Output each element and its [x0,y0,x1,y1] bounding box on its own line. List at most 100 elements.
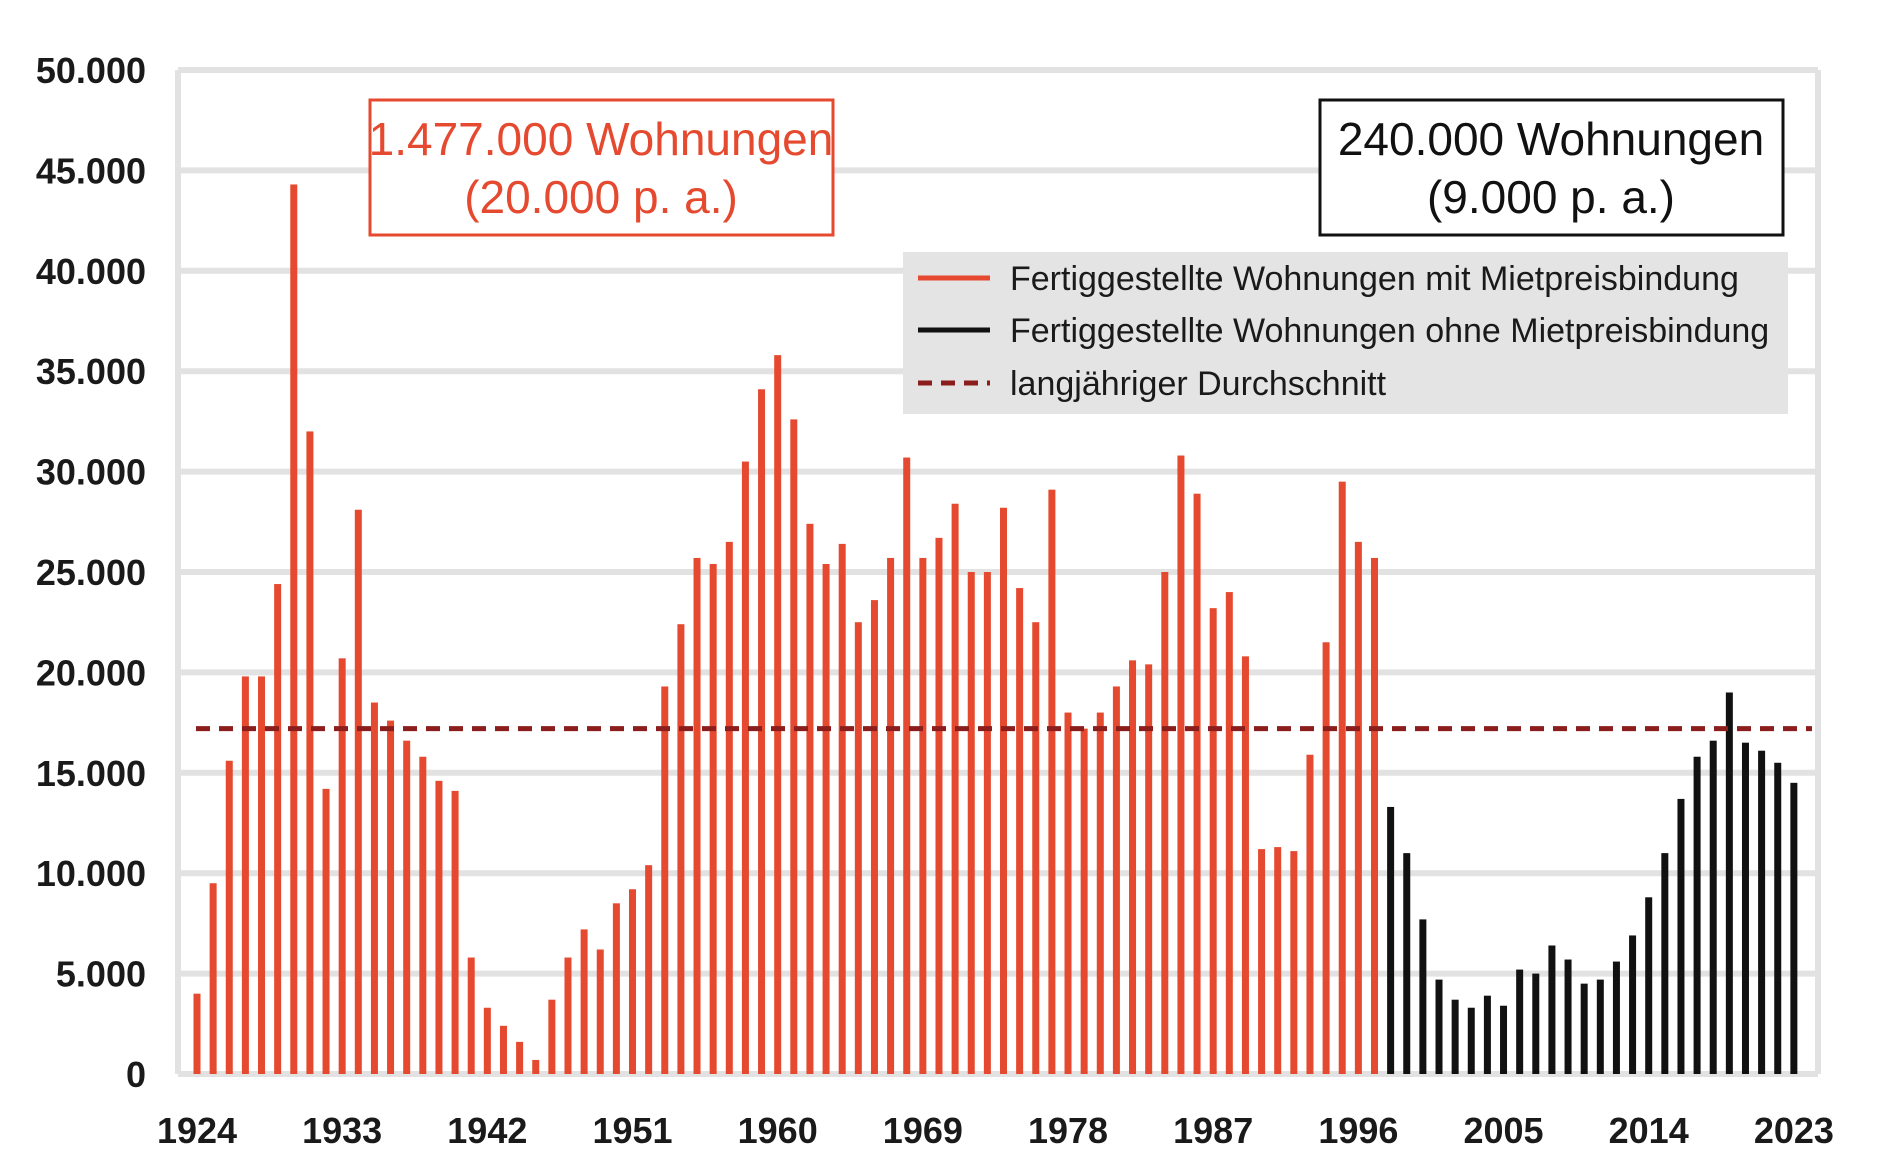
y-tick-label: 5.000 [56,954,146,995]
bar-with-price-control [564,957,572,1074]
y-tick-label: 20.000 [36,652,146,693]
bar-with-price-control [951,503,959,1075]
bar-with-price-control [1290,851,1298,1074]
bar-without-price-control [1645,897,1653,1074]
bar-with-price-control [532,1059,540,1074]
x-tick-label: 2014 [1609,1110,1689,1151]
bar-without-price-control [1548,945,1556,1074]
bar-with-price-control [483,1007,491,1074]
bar-with-price-control [1096,712,1104,1074]
bar-with-price-control [322,788,330,1074]
bar-with-price-control [1064,712,1072,1074]
y-tick-label: 15.000 [36,753,146,794]
bar-with-price-control [274,584,282,1074]
legend-label-with-price-control: Fertiggestellte Wohnungen mit Mietpreisb… [1010,260,1739,298]
bar-with-price-control [1177,455,1185,1074]
bar-with-price-control [290,184,298,1074]
bar-with-price-control [1258,849,1266,1074]
bar-with-price-control [403,740,411,1074]
bar-without-price-control [1774,762,1782,1074]
annotation-red-line1: 1.477.000 Wohnungen [369,113,834,165]
annotation-black-line1: 240.000 Wohnungen [1338,113,1764,165]
bar-with-price-control [548,999,556,1074]
bar-without-price-control [1596,979,1604,1074]
bar-with-price-control [870,600,878,1074]
bar-with-price-control [596,949,604,1074]
bar-with-price-control [306,431,314,1074]
bar-with-price-control [725,541,733,1074]
legend-label-average: langjähriger Durchschnitt [1010,365,1387,403]
y-tick-label: 45.000 [36,150,146,191]
bar-with-price-control [354,509,362,1074]
x-tick-label: 1942 [447,1110,527,1151]
bar-without-price-control [1580,983,1588,1074]
bars [193,184,1798,1075]
bar-with-price-control [1032,622,1040,1074]
y-axis-ticks: 0 5.000 10.000 15.000 20.000 25.000 30.000 35.0… [36,50,146,1095]
bar-without-price-control [1758,750,1766,1074]
y-tick-label: 35.000 [36,351,146,392]
bar-without-price-control [1564,959,1572,1074]
bar-with-price-control [419,756,427,1074]
bar-with-price-control [1016,588,1024,1074]
x-tick-label: 1996 [1318,1110,1398,1151]
bar-without-price-control [1419,919,1427,1074]
y-tick-label: 10.000 [36,853,146,894]
x-tick-label: 2023 [1754,1110,1834,1151]
bar-without-price-control [1693,756,1701,1074]
x-tick-label: 1933 [302,1110,382,1151]
annotation-red-line2: (20.000 p. a.) [464,171,738,223]
bar-without-price-control [1435,979,1443,1074]
bar-with-price-control [838,543,846,1074]
annotation-box-red-frame [368,98,835,237]
bar-without-price-control [1661,853,1669,1074]
bar-with-price-control [1225,592,1233,1074]
bar-with-price-control [758,389,766,1074]
bar-with-price-control [1048,489,1056,1074]
legend-label-without-price-control: Fertiggestellte Wohnungen ohne Mietpreis… [1010,312,1769,350]
bar-without-price-control [1532,973,1540,1074]
bar-with-price-control [983,572,991,1074]
bar-with-price-control [790,419,798,1074]
bar-without-price-control [1387,806,1395,1074]
bar-with-price-control [1322,642,1330,1074]
bar-with-price-control [370,702,378,1074]
x-tick-label: 1960 [738,1110,818,1151]
legend-background [903,252,1788,414]
bar-without-price-control [1677,798,1685,1074]
bar-with-price-control [1338,481,1346,1074]
bar-with-price-control [709,563,717,1074]
annotation-box-without-price-control: 240.000 Wohnungen (9.000 p. a.) [1318,98,1785,237]
x-tick-label: 1969 [883,1110,963,1151]
bar-without-price-control [1612,961,1620,1074]
bar-without-price-control [1403,853,1411,1074]
x-tick-label: 2005 [1463,1110,1543,1151]
bar-with-price-control [1209,608,1217,1074]
plot-frame [175,70,1821,1074]
y-tick-label: 30.000 [36,452,146,493]
bar-with-price-control [1080,728,1088,1074]
bar-with-price-control [467,957,475,1074]
y-tick-label: 25.000 [36,552,146,593]
bar-without-price-control [1500,1005,1508,1074]
bar-with-price-control [854,622,862,1074]
bar-with-price-control [1129,660,1137,1074]
bar-with-price-control [338,658,346,1074]
bar-with-price-control [193,993,201,1074]
bar-without-price-control [1516,969,1524,1074]
bar-with-price-control [774,355,782,1074]
bar-with-price-control [887,557,895,1074]
x-tick-label: 1978 [1028,1110,1108,1151]
bar-without-price-control [1725,692,1733,1074]
bar-with-price-control [241,676,249,1074]
bar-with-price-control [612,903,620,1074]
bar-without-price-control [1790,782,1798,1074]
x-tick-label: 1951 [592,1110,672,1151]
bar-with-price-control [1193,493,1201,1074]
bar-without-price-control [1467,1007,1475,1074]
x-axis-ticks: 1924 1933 1942 1951 1960 1969 1978 1987 1996 2005… [157,1110,1834,1151]
bar-with-price-control [935,537,943,1074]
bar-with-price-control [919,557,927,1074]
bar-without-price-control [1483,995,1491,1074]
bar-with-price-control [387,720,395,1074]
